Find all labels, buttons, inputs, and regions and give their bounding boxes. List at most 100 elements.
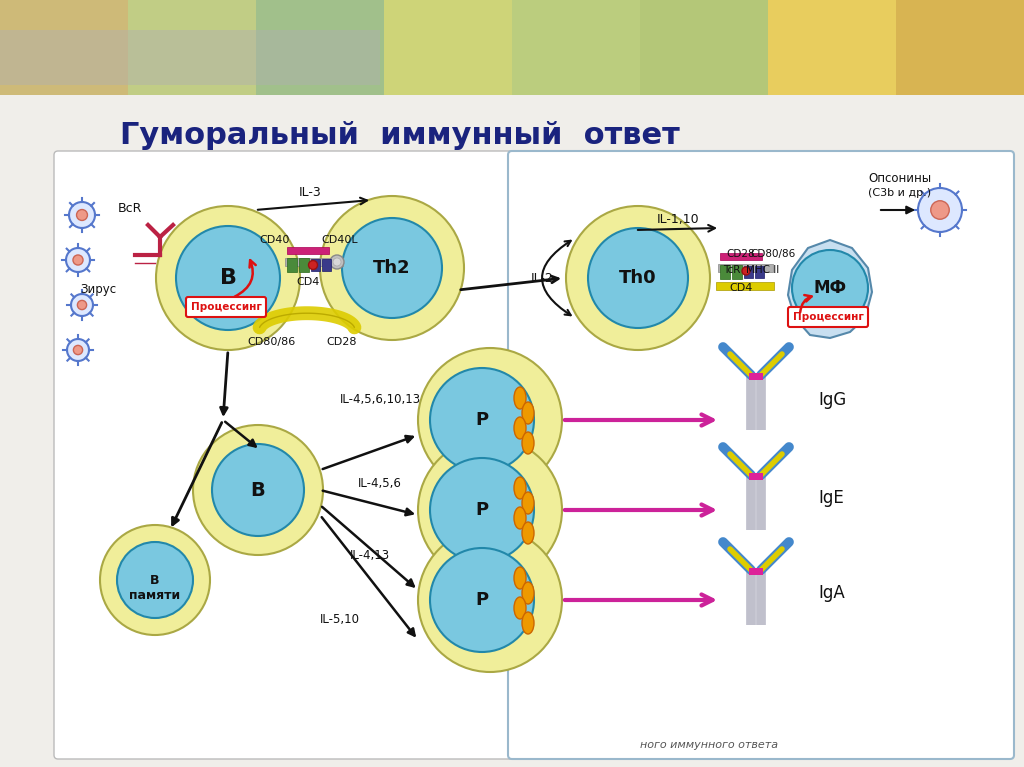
Bar bbox=[322, 259, 331, 271]
Bar bbox=[896, 0, 1024, 95]
Text: IL-5,10: IL-5,10 bbox=[319, 614, 360, 627]
Circle shape bbox=[73, 255, 83, 265]
Text: В: В bbox=[251, 480, 265, 499]
Circle shape bbox=[418, 348, 562, 492]
Bar bbox=[311, 259, 319, 271]
Text: CD40L: CD40L bbox=[322, 235, 358, 245]
Text: Гуморальный  иммунный  ответ: Гуморальный иммунный ответ bbox=[120, 120, 680, 150]
Circle shape bbox=[77, 209, 87, 220]
Bar bbox=[755, 266, 764, 278]
Text: BcR: BcR bbox=[118, 202, 142, 215]
Ellipse shape bbox=[514, 417, 526, 439]
Circle shape bbox=[69, 202, 95, 228]
Text: MHC II: MHC II bbox=[746, 265, 779, 275]
Bar bbox=[128, 0, 256, 95]
Circle shape bbox=[176, 226, 280, 330]
Text: (С3b и др.): (С3b и др.) bbox=[868, 188, 932, 198]
Circle shape bbox=[792, 250, 868, 326]
Text: IL-4,5,6,10,13: IL-4,5,6,10,13 bbox=[339, 393, 421, 407]
Circle shape bbox=[333, 258, 341, 266]
Bar bbox=[0, 0, 128, 95]
FancyBboxPatch shape bbox=[54, 151, 516, 759]
Ellipse shape bbox=[522, 582, 534, 604]
Text: IgE: IgE bbox=[818, 489, 844, 507]
Circle shape bbox=[193, 425, 323, 555]
Circle shape bbox=[931, 201, 949, 219]
Bar bbox=[0, 95, 1024, 767]
Circle shape bbox=[66, 248, 90, 272]
Bar bbox=[749, 568, 763, 575]
Text: Р: Р bbox=[475, 501, 488, 519]
Text: Процессинг: Процессинг bbox=[190, 302, 261, 312]
Ellipse shape bbox=[514, 387, 526, 409]
Text: CD40: CD40 bbox=[260, 235, 290, 245]
Bar bbox=[287, 258, 297, 272]
Text: Th2: Th2 bbox=[373, 259, 411, 277]
Ellipse shape bbox=[514, 507, 526, 529]
Text: Опсонины: Опсонины bbox=[868, 172, 932, 185]
Circle shape bbox=[212, 444, 304, 536]
Text: IgG: IgG bbox=[818, 391, 846, 409]
FancyBboxPatch shape bbox=[186, 297, 266, 317]
Bar bbox=[720, 253, 762, 260]
Text: Th0: Th0 bbox=[620, 269, 656, 287]
FancyBboxPatch shape bbox=[788, 307, 868, 327]
Bar bbox=[732, 265, 742, 279]
Text: МФ: МФ bbox=[813, 279, 847, 297]
Circle shape bbox=[418, 438, 562, 582]
Text: CD4: CD4 bbox=[296, 277, 319, 287]
Bar bbox=[718, 264, 773, 272]
Ellipse shape bbox=[514, 477, 526, 499]
Circle shape bbox=[67, 339, 89, 361]
Circle shape bbox=[342, 218, 442, 318]
Circle shape bbox=[566, 206, 710, 350]
Circle shape bbox=[588, 228, 688, 328]
Circle shape bbox=[156, 206, 300, 350]
Circle shape bbox=[418, 528, 562, 672]
Bar bbox=[384, 0, 512, 95]
Bar bbox=[640, 0, 768, 95]
Bar bbox=[285, 258, 343, 266]
Text: ного иммунного ответа: ного иммунного ответа bbox=[640, 740, 778, 750]
Text: IL-2: IL-2 bbox=[530, 272, 553, 285]
Ellipse shape bbox=[522, 612, 534, 634]
Circle shape bbox=[430, 548, 534, 652]
Circle shape bbox=[308, 261, 317, 269]
Bar bbox=[287, 247, 329, 254]
Text: Процессинг: Процессинг bbox=[793, 312, 863, 322]
Bar bbox=[749, 473, 763, 480]
Circle shape bbox=[74, 345, 83, 354]
Circle shape bbox=[918, 188, 962, 232]
Text: CD28: CD28 bbox=[726, 249, 755, 259]
Text: CD4: CD4 bbox=[729, 283, 753, 293]
Bar bbox=[744, 266, 753, 278]
Text: IL-1,10: IL-1,10 bbox=[656, 213, 699, 226]
Text: CD80/86: CD80/86 bbox=[248, 337, 296, 347]
Text: CD80/86: CD80/86 bbox=[750, 249, 796, 259]
Circle shape bbox=[100, 525, 210, 635]
Text: IL-4,5,6: IL-4,5,6 bbox=[358, 476, 402, 489]
Bar bbox=[716, 282, 774, 290]
Text: IgA: IgA bbox=[818, 584, 845, 602]
Bar bbox=[749, 373, 763, 380]
Circle shape bbox=[330, 255, 344, 269]
Circle shape bbox=[430, 368, 534, 472]
Bar bbox=[768, 0, 896, 95]
Ellipse shape bbox=[514, 567, 526, 589]
Text: Р: Р bbox=[475, 591, 488, 609]
Text: Р: Р bbox=[475, 411, 488, 429]
Ellipse shape bbox=[514, 597, 526, 619]
FancyBboxPatch shape bbox=[508, 151, 1014, 759]
Text: IL-3: IL-3 bbox=[299, 186, 322, 199]
Bar bbox=[512, 0, 640, 95]
Ellipse shape bbox=[522, 522, 534, 544]
Circle shape bbox=[319, 196, 464, 340]
Ellipse shape bbox=[522, 402, 534, 424]
Bar bbox=[0, 30, 380, 85]
Bar bbox=[256, 0, 384, 95]
Text: IL-4,13: IL-4,13 bbox=[350, 549, 390, 562]
Ellipse shape bbox=[522, 492, 534, 514]
Bar bbox=[720, 265, 730, 279]
Circle shape bbox=[71, 294, 93, 316]
Text: В: В bbox=[219, 268, 237, 288]
